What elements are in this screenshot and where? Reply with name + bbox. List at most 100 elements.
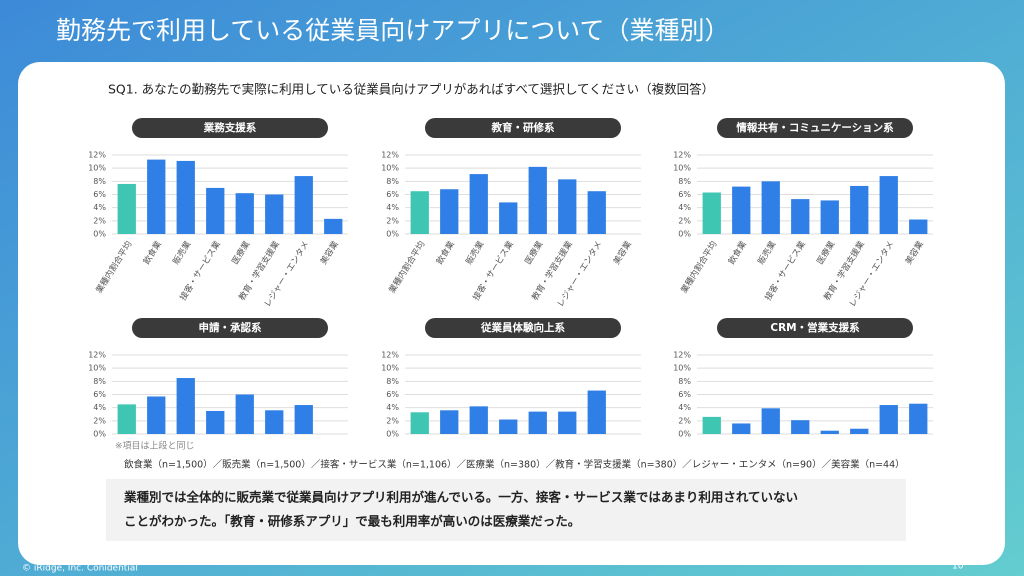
slide-title: 勤務先で利用している従業員向けアプリについて（業種別） [56,16,730,45]
y-tick-label: 6% [678,390,691,399]
y-tick-label: 8% [386,377,399,386]
bar [294,405,313,434]
chart-title-pill [717,318,913,338]
bar [147,159,166,234]
y-tick-label: 8% [678,177,691,186]
copyright: © iRidge, Inc. Conidential [22,564,138,574]
y-tick-label: 12% [381,151,399,160]
bar [558,411,577,434]
bar [176,378,195,434]
y-tick-label: 6% [678,190,691,199]
bar [410,191,429,234]
y-tick-label: 12% [88,351,106,360]
y-tick-label: 0% [678,230,691,239]
chart-title-pill [425,118,621,138]
y-tick-label: 4% [386,403,399,412]
chart-title: 教育・研修系 [491,121,555,134]
bar [206,187,225,234]
y-tick-label: 4% [93,203,106,212]
bar [791,420,810,434]
bar [410,412,429,434]
chart-title: 申請・承認系 [199,321,262,334]
summary-box [106,479,906,541]
y-tick-label: 10% [381,364,399,373]
chart-title: 従業員体験向上系 [480,321,565,334]
y-tick-label: 6% [386,190,399,199]
bar [499,202,518,234]
y-tick-label: 4% [678,203,691,212]
bar [147,396,166,434]
chart-title-pill [717,118,913,138]
sample-note: 飲食業（n=1,500）／販売業（n=1,500）／接客・サービス業（n=1,1… [124,459,905,471]
y-tick-label: 10% [88,164,106,173]
bar [761,408,780,434]
bar [265,410,284,434]
y-tick-label: 0% [93,230,106,239]
y-tick-label: 2% [93,216,106,225]
y-tick-label: 8% [386,177,399,186]
y-tick-label: 6% [93,390,106,399]
bar [265,194,284,234]
summary-line: 業種別では全体的に販売業で従業員向けアプリ利用が進んでいる。一方、接客・サービス… [123,490,798,505]
question: SQ1. あなたの勤務先で実際に利用している従業員向けアプリがあればすべて選択し… [108,82,714,97]
bar [791,199,810,234]
y-tick-label: 2% [93,416,106,425]
bar [820,430,839,434]
bar [117,183,136,234]
bar [879,176,898,234]
bar [761,181,780,234]
y-tick-label: 0% [386,430,399,439]
page-number: 10 [952,562,964,572]
bar [909,403,928,434]
bar [235,394,254,434]
bar [469,174,488,234]
chart-title: CRM・営業支援系 [770,321,860,334]
bar [850,428,869,434]
y-tick-label: 8% [93,177,106,186]
y-tick-label: 2% [678,416,691,425]
y-tick-label: 6% [93,190,106,199]
y-tick-label: 10% [673,364,691,373]
chart-title-pill [425,318,621,338]
y-tick-label: 8% [678,377,691,386]
bar [235,193,254,234]
bar [850,185,869,234]
y-tick-label: 12% [673,151,691,160]
bar [587,191,606,234]
bar [587,390,606,434]
y-tick-label: 0% [678,430,691,439]
bar [909,219,928,234]
bar [702,192,721,234]
bar [528,166,547,234]
y-tick-label: 6% [386,390,399,399]
footnote: ※項目は上段と同じ [115,440,195,452]
bar [558,179,577,234]
bar [117,404,136,434]
y-tick-label: 12% [673,351,691,360]
y-tick-label: 8% [93,377,106,386]
bar [176,160,195,234]
bar [528,411,547,434]
y-tick-label: 2% [678,216,691,225]
summary-line: ことがわかった。「教育・研修系アプリ」で最も利用率が高いのは医療業だった。 [124,514,580,529]
bar [324,218,343,234]
y-tick-label: 4% [386,203,399,212]
bar [440,189,459,234]
bar [820,200,839,234]
bar [732,186,751,234]
chart-title-pill [132,118,328,138]
y-tick-label: 4% [678,403,691,412]
bar [879,405,898,434]
y-tick-label: 12% [88,151,106,160]
chart-title: 業務支援系 [203,121,257,134]
chart-title-pill [132,318,328,338]
chart-title: 情報共有・コミュニケーション系 [736,121,894,134]
bar [294,176,313,234]
content-card [18,62,1005,565]
bar [440,410,459,434]
y-tick-label: 10% [381,164,399,173]
y-tick-label: 0% [386,230,399,239]
bar [702,416,721,434]
bar [206,410,225,434]
